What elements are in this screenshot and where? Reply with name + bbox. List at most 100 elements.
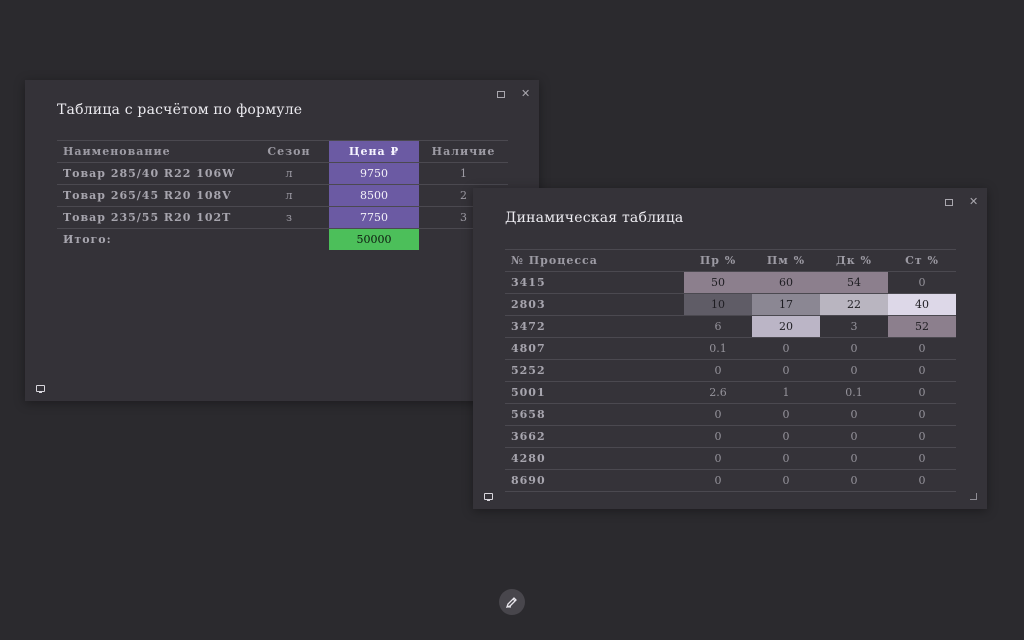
cell-value: 0	[820, 359, 888, 382]
column-header-dk[interactable]: Дк %	[820, 249, 888, 272]
cell-value: 0	[888, 469, 956, 492]
cell-value: 0	[752, 425, 820, 448]
resize-grip-icon[interactable]	[970, 493, 977, 500]
cell-value: 54	[820, 271, 888, 294]
cell-process-id: 8690	[505, 469, 684, 492]
column-header-price[interactable]: Цена ₽	[329, 140, 419, 163]
formula-table-panel: Таблица с расчётом по формуле ✕ Наименов…	[25, 80, 539, 401]
empty-cell	[249, 229, 329, 251]
table-row[interactable]: 3662 0 0 0 0	[505, 425, 956, 448]
cell-value: 22	[820, 293, 888, 316]
cell-price: 9750	[329, 162, 419, 185]
cell-stock: 1	[419, 162, 508, 185]
cell-value: 0	[684, 359, 752, 382]
cell-value: 0	[820, 425, 888, 448]
dynamic-table-panel: Динамическая таблица ✕ № Процесса Пр % П…	[473, 188, 987, 509]
table-row[interactable]: Товар 235/55 R20 102T з 7750 3	[57, 206, 508, 229]
table-header-row: № Процесса Пр % Пм % Дк % Ст %	[505, 249, 956, 272]
cell-process-id: 2803	[505, 293, 684, 316]
table-row[interactable]: 4280 0 0 0 0	[505, 447, 956, 470]
table-row[interactable]: 8690 0 0 0 0	[505, 469, 956, 492]
column-header-pm[interactable]: Пм %	[752, 249, 820, 272]
monitor-icon[interactable]	[36, 385, 45, 393]
cell-value: 0	[820, 447, 888, 470]
column-header-season[interactable]: Сезон	[249, 140, 329, 163]
cell-value: 10	[684, 293, 752, 316]
cell-value: 0.1	[820, 381, 888, 404]
cell-value: 0	[888, 403, 956, 426]
column-header-stock[interactable]: Наличие	[419, 140, 508, 163]
cell-value: 50	[684, 271, 752, 294]
cell-value: 0	[752, 403, 820, 426]
cell-value: 6	[684, 315, 752, 338]
cell-process-id: 3662	[505, 425, 684, 448]
cell-value: 0	[752, 447, 820, 470]
cell-value: 0	[888, 337, 956, 360]
cell-value: 17	[752, 293, 820, 316]
cell-process-id: 4807	[505, 337, 684, 360]
cell-value: 0	[888, 425, 956, 448]
cell-process-id: 3472	[505, 315, 684, 338]
cell-value: 0	[684, 403, 752, 426]
cell-name: Товар 265/45 R20 108V	[57, 184, 249, 207]
cell-value: 20	[752, 315, 820, 338]
pen-icon	[505, 597, 517, 609]
table-row[interactable]: Товар 285/40 R22 106W л 9750 1	[57, 162, 508, 185]
cell-value: 1	[752, 381, 820, 404]
column-header-pr[interactable]: Пр %	[684, 249, 752, 272]
column-header-process[interactable]: № Процесса	[505, 249, 684, 272]
cell-value: 0	[684, 469, 752, 492]
column-header-name[interactable]: Наименование	[57, 140, 249, 163]
cell-value: 0	[888, 271, 956, 294]
cell-process-id: 5001	[505, 381, 684, 404]
cell-value: 0	[684, 425, 752, 448]
table-row[interactable]: 3472 6 20 3 52	[505, 315, 956, 338]
table-row[interactable]: 3415 50 60 54 0	[505, 271, 956, 294]
dynamic-table: № Процесса Пр % Пм % Дк % Ст % 3415 50 60 5…	[505, 249, 956, 492]
cell-value: 2.6	[684, 381, 752, 404]
cell-price: 8500	[329, 184, 419, 207]
cell-value: 52	[888, 315, 956, 338]
cell-process-id: 4280	[505, 447, 684, 470]
total-label: Итого:	[63, 233, 112, 246]
edit-button[interactable]	[499, 589, 525, 615]
cell-value: 0	[820, 337, 888, 360]
cell-value: 3	[820, 315, 888, 338]
minimize-icon[interactable]	[497, 91, 505, 98]
minimize-icon[interactable]	[945, 199, 953, 206]
table-row[interactable]: Товар 265/45 R20 108V л 8500 2	[57, 184, 508, 207]
cell-value: 0	[752, 469, 820, 492]
cell-value: 0	[684, 447, 752, 470]
cell-value: 0	[888, 447, 956, 470]
cell-season: з	[249, 206, 329, 229]
panel-title: Таблица с расчётом по формуле	[57, 102, 303, 118]
total-row: Итого: 50000	[57, 228, 508, 251]
monitor-icon[interactable]	[484, 493, 493, 501]
panel-title: Динамическая таблица	[505, 210, 684, 226]
close-icon[interactable]: ✕	[969, 195, 979, 208]
table-row[interactable]: 5252 0 0 0 0	[505, 359, 956, 382]
column-header-st[interactable]: Ст %	[888, 249, 956, 272]
cell-price: 7750	[329, 206, 419, 229]
cell-process-id: 5658	[505, 403, 684, 426]
cell-value: 0	[888, 359, 956, 382]
table-row[interactable]: 5658 0 0 0 0	[505, 403, 956, 426]
close-icon[interactable]: ✕	[521, 87, 531, 100]
cell-process-id: 3415	[505, 271, 684, 294]
cell-name: Товар 235/55 R20 102T	[57, 206, 249, 229]
table-row[interactable]: 4807 0.1 0 0 0	[505, 337, 956, 360]
cell-value: 0	[752, 337, 820, 360]
table-header-row: Наименование Сезон Цена ₽ Наличие	[57, 140, 508, 163]
formula-table: Наименование Сезон Цена ₽ Наличие Товар …	[57, 140, 508, 250]
cell-value: 0	[888, 381, 956, 404]
total-value: 50000	[329, 228, 419, 250]
cell-season: л	[249, 184, 329, 207]
cell-value: 40	[888, 293, 956, 316]
cell-value: 60	[752, 271, 820, 294]
table-row[interactable]: 5001 2.6 1 0.1 0	[505, 381, 956, 404]
cell-value: 0.1	[684, 337, 752, 360]
cell-process-id: 5252	[505, 359, 684, 382]
table-row[interactable]: 2803 10 17 22 40	[505, 293, 956, 316]
cell-name: Товар 285/40 R22 106W	[57, 162, 249, 185]
cell-value: 0	[820, 403, 888, 426]
